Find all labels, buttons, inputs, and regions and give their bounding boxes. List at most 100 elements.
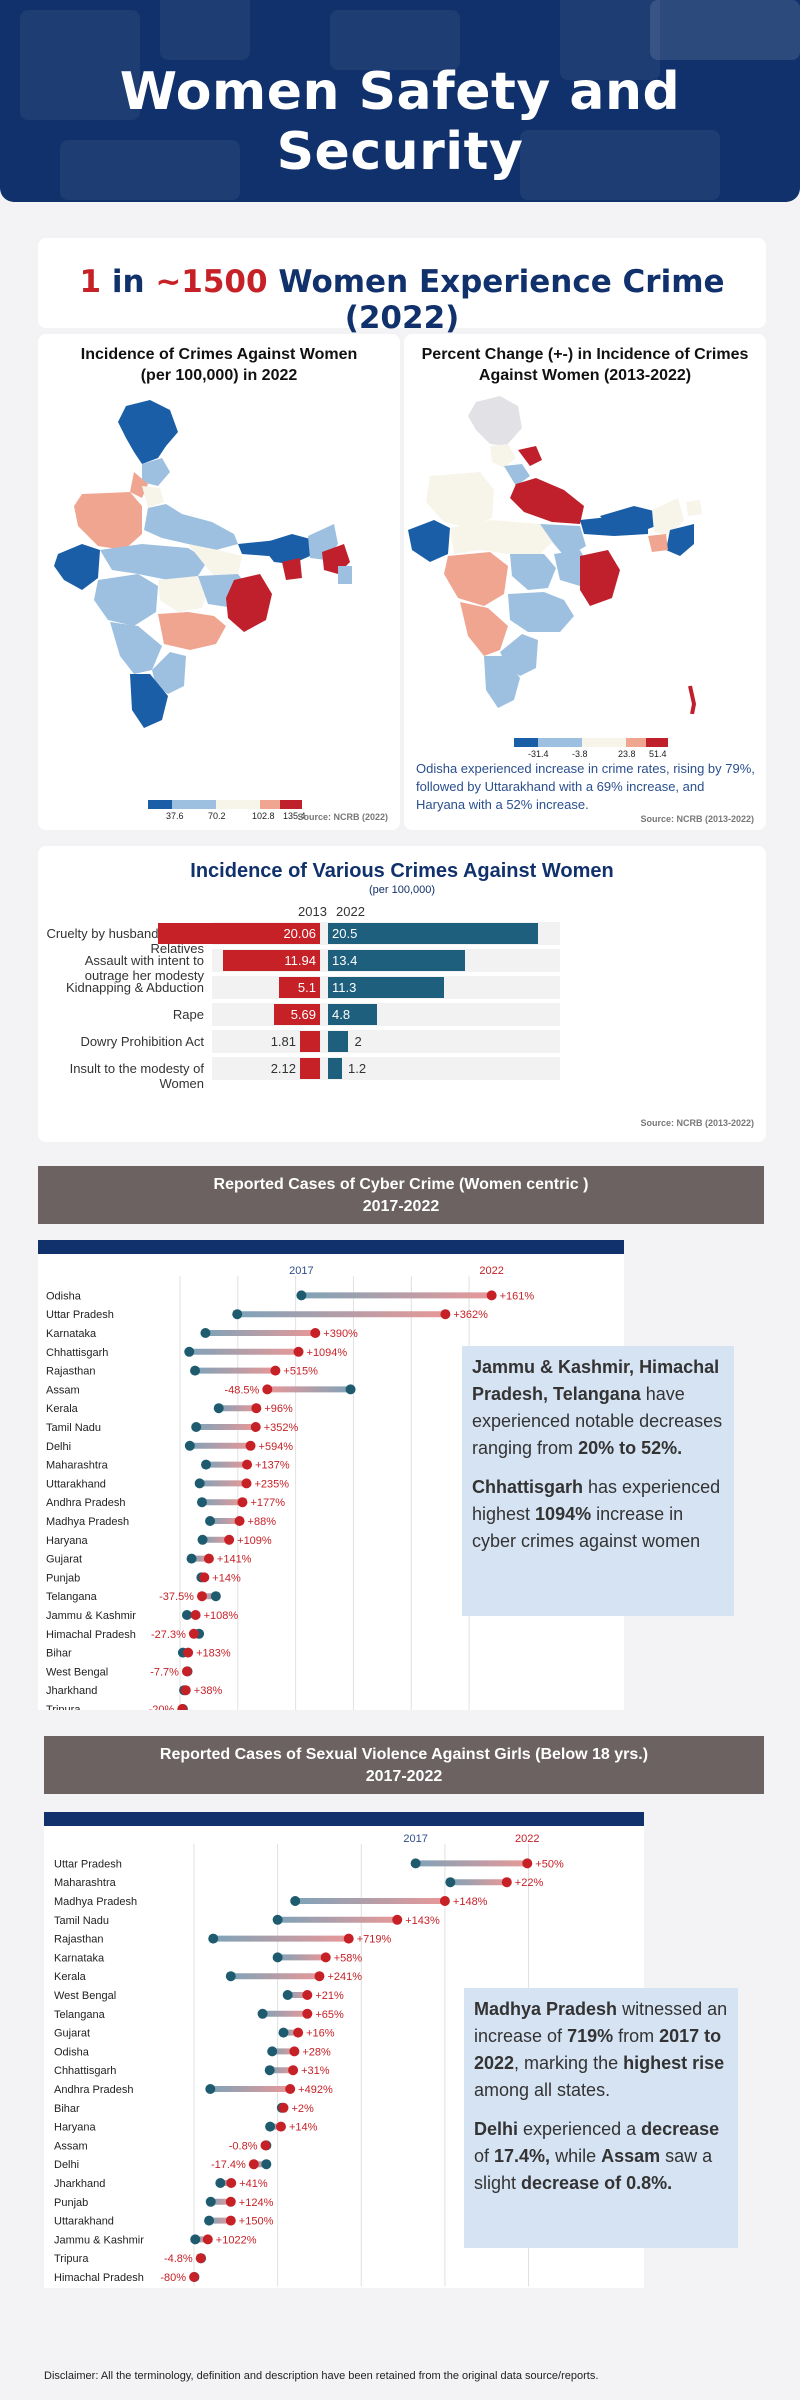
dot-2022 xyxy=(343,1933,354,1944)
state-label: Himachal Pradesh xyxy=(46,1629,136,1641)
state-label: Telangana xyxy=(54,2009,106,2021)
map-card-incidence: Incidence of Crimes Against Women (per 10… xyxy=(38,334,400,830)
state-label: Tamil Nadu xyxy=(46,1422,101,1434)
dot-2022 xyxy=(189,2272,200,2282)
change-label: +515% xyxy=(283,1366,318,1378)
legend-end: 2022 xyxy=(479,1265,503,1277)
change-label: +148% xyxy=(453,1896,488,1908)
change-label: +137% xyxy=(255,1460,290,1472)
dot-2017 xyxy=(190,1365,201,1376)
dot-2017 xyxy=(410,1858,421,1869)
dot-2022 xyxy=(188,1628,199,1639)
state-label: Maharashtra xyxy=(46,1460,109,1472)
change-label: +143% xyxy=(405,1915,440,1927)
sv-banner: Reported Cases of Sexual Violence Agains… xyxy=(44,1736,764,1794)
bar-chart-source: Source: NCRB (2013-2022) xyxy=(640,1118,754,1128)
dot-2017 xyxy=(208,1933,219,1944)
dot-2017 xyxy=(200,1328,211,1338)
map-right-title: Percent Change (+-) in Incidence of Crim… xyxy=(421,346,749,384)
dot-2022 xyxy=(270,1365,281,1376)
dot-2017 xyxy=(272,1914,283,1925)
dot-2022 xyxy=(224,1534,235,1545)
change-label: +16% xyxy=(306,2028,335,2040)
dot-2017 xyxy=(296,1290,307,1301)
dot-2022 xyxy=(196,1591,207,1602)
state-label: Rajasthan xyxy=(46,1366,96,1378)
state-label: Bihar xyxy=(46,1648,72,1660)
bar-2013 xyxy=(273,1004,320,1025)
map-region xyxy=(74,492,142,550)
state-label: Madhya Pradesh xyxy=(54,1896,137,1908)
legend-end: 2022 xyxy=(515,1833,539,1845)
change-label: +31% xyxy=(301,2065,330,2077)
state-label: Maharashtra xyxy=(54,1877,117,1889)
map-region xyxy=(282,558,302,580)
dot-2017 xyxy=(261,2159,272,2170)
bar-category-label: Dowry Prohibition Act xyxy=(80,1034,204,1049)
dot-2022 xyxy=(180,1685,191,1696)
change-label: +50% xyxy=(535,1858,564,1870)
bar-2013-label: 5.69 xyxy=(290,1007,316,1022)
headline-card: 1 in ~1500 Women Experience Crime (2022) xyxy=(38,238,766,336)
dot-2017 xyxy=(278,2027,289,2038)
dot-2017 xyxy=(190,2234,201,2245)
legend-start: 2017 xyxy=(403,1833,427,1845)
change-label: +719% xyxy=(357,1934,392,1946)
dot-2017 xyxy=(345,1384,356,1395)
change-label: -48.5% xyxy=(224,1384,259,1396)
state-label: West Bengal xyxy=(54,1990,116,2002)
bar-2013-label: 2.12 xyxy=(270,1061,296,1076)
change-label: +183% xyxy=(196,1648,231,1660)
dot-2022 xyxy=(242,1459,253,1470)
map-region xyxy=(188,544,242,578)
dot-2022 xyxy=(302,2008,313,2019)
dot-2017 xyxy=(282,1990,293,2000)
state-label: Rajasthan xyxy=(54,1934,104,1946)
cyber-callout-p2: Chhattisgarh has experienced highest 109… xyxy=(472,1477,721,1551)
state-label: Tripura xyxy=(54,2253,89,2265)
dot-2017 xyxy=(272,1952,283,1963)
change-label: -4.8% xyxy=(164,2253,193,2265)
change-label: -20% xyxy=(149,1704,175,1710)
change-label: +1022% xyxy=(216,2234,257,2246)
bar-chart-card: Incidence of Various Crimes Against Wome… xyxy=(38,846,766,1142)
change-label: +241% xyxy=(327,1971,362,1983)
dot-2022 xyxy=(310,1328,321,1338)
disclaimer: Disclaimer: All the terminology, definit… xyxy=(44,2370,599,2382)
india-map-change xyxy=(408,396,702,714)
cyber-callout: Jammu & Kashmir, Himachal Pradesh, Telan… xyxy=(462,1346,734,1616)
state-label: Jharkhand xyxy=(54,2178,105,2190)
dot-2017 xyxy=(191,1422,202,1432)
dot-2017 xyxy=(225,1971,236,1982)
state-label: Uttarakhand xyxy=(46,1478,106,1490)
change-label: -7.7% xyxy=(150,1666,179,1678)
state-label: Jammu & Kashmir xyxy=(46,1610,136,1622)
legend-tick: 37.6 xyxy=(166,811,184,821)
state-label: Delhi xyxy=(54,2159,79,2171)
sv-banner-title: Reported Cases of Sexual Violence Agains… xyxy=(159,1746,649,1763)
change-label: +492% xyxy=(298,2084,333,2096)
dot-2022 xyxy=(302,1990,313,2000)
state-label: West Bengal xyxy=(46,1666,108,1678)
change-label: +594% xyxy=(259,1441,294,1453)
bar-row-bg xyxy=(212,1030,560,1053)
headline-mid: in xyxy=(101,264,156,300)
dot-2022 xyxy=(285,2084,296,2094)
dot-2022 xyxy=(225,2215,236,2226)
dot-2017 xyxy=(213,1403,224,1414)
legend-tick: 51.4 xyxy=(649,749,667,759)
dot-2022 xyxy=(262,1384,273,1395)
bar-2013-label: 5.1 xyxy=(297,980,316,995)
dot-2022 xyxy=(225,2196,236,2207)
bar-2022-label: 11.3 xyxy=(332,980,357,995)
state-label: Delhi xyxy=(46,1441,71,1453)
change-label: +14% xyxy=(289,2122,318,2134)
change-label: +96% xyxy=(264,1403,293,1415)
state-label: Jharkhand xyxy=(46,1685,97,1697)
dot-2017 xyxy=(290,1896,301,1906)
state-label: Karnataka xyxy=(54,1952,105,1964)
bar-category-label: Assault with intent to outrage her modes… xyxy=(84,953,204,983)
state-label: Bihar xyxy=(54,2103,80,2115)
dot-2022 xyxy=(275,2121,286,2132)
dot-2022 xyxy=(199,1572,210,1583)
